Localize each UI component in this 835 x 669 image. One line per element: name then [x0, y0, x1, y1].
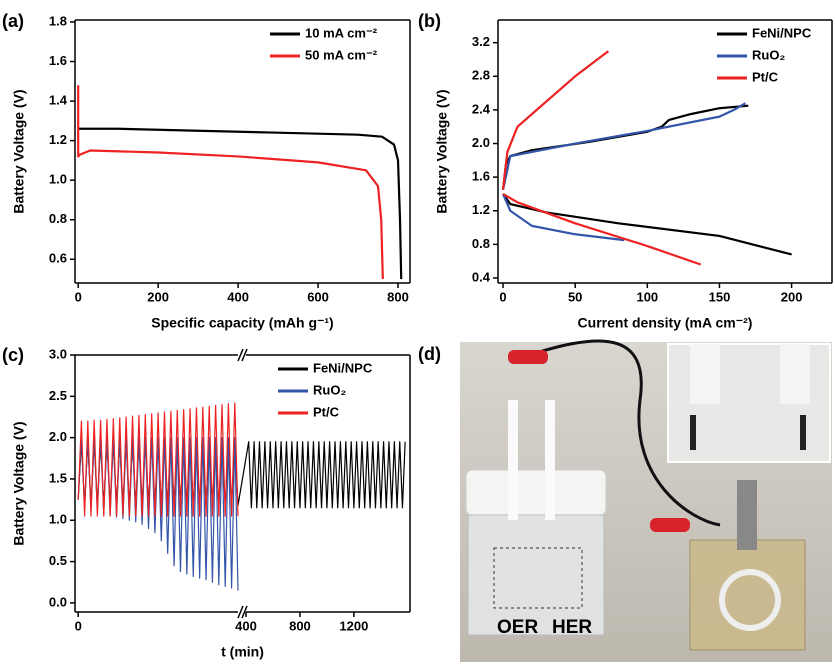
x-tick-label: 200: [147, 289, 169, 304]
data-line: [501, 104, 792, 256]
y-tick-label: 1.6: [472, 169, 490, 184]
y-axis-title: Battery Voltage (V): [434, 89, 450, 213]
y-tick-label: 0.5: [49, 553, 67, 568]
jar-lid: [465, 469, 607, 516]
data-line: [78, 127, 403, 280]
x-tick-label: 0: [75, 289, 82, 304]
x-tick-label: 200: [781, 289, 803, 304]
clip: [650, 518, 690, 532]
legend-label: 10 mA cm⁻²: [305, 25, 378, 40]
wire: [514, 339, 721, 527]
panel-label: (a): [2, 11, 24, 31]
inset-foil: [800, 415, 806, 450]
y-tick-label: 1.0: [49, 172, 67, 187]
axis-break: [237, 348, 248, 362]
legend-label: Pt/C: [752, 69, 779, 84]
y-tick-label: 1.0: [49, 512, 67, 527]
battery-case: [689, 539, 806, 651]
x-axis-title: t (min): [221, 644, 264, 660]
x-tick-label: 400: [227, 289, 249, 304]
x-tick-label: 100: [636, 289, 658, 304]
x-tick-label: 800: [289, 618, 311, 633]
photo-label: OER: [497, 617, 538, 638]
data-line: [77, 85, 384, 280]
panel-label: (d): [418, 344, 441, 364]
y-tick-label: 3.0: [49, 346, 67, 361]
legend-label: 50 mA cm⁻²: [305, 47, 378, 62]
legend-label: RuO₂: [752, 47, 785, 62]
legend-label: RuO₂: [313, 382, 346, 397]
inset-foil: [690, 415, 696, 450]
legend-label: FeNi/NPC: [752, 25, 812, 40]
panel-label: (b): [418, 11, 441, 31]
y-tick-label: 1.6: [49, 53, 67, 68]
electrode: [508, 400, 518, 520]
inset-electrode: [780, 344, 810, 404]
y-tick-label: 3.2: [472, 34, 490, 49]
y-tick-label: 0.0: [49, 594, 67, 609]
x-tick-label: 50: [568, 289, 582, 304]
y-tick-label: 2.0: [49, 429, 67, 444]
y-axis-title: Battery Voltage (V): [11, 421, 27, 545]
photo-panel: OER HER: [460, 339, 832, 662]
x-tick-label: 1200: [339, 618, 368, 633]
data-line: [77, 402, 239, 517]
x-axis-title: Specific capacity (mAh g⁻¹): [151, 315, 333, 331]
x-tick-label: 0: [75, 618, 82, 633]
y-tick-label: 1.8: [49, 13, 67, 28]
y-tick-label: 2.0: [472, 135, 490, 150]
electrode: [545, 400, 555, 520]
legend-label: Pt/C: [313, 404, 340, 419]
inset-electrode: [690, 344, 720, 404]
y-tick-label: 2.8: [472, 68, 490, 83]
legend-label: FeNi/NPC: [313, 360, 373, 375]
photo-label: HER: [552, 617, 592, 638]
y-tick-label: 1.2: [472, 202, 490, 217]
y-tick-label: 1.4: [49, 93, 68, 108]
y-tick-label: 2.5: [49, 388, 67, 403]
panel-label: (c): [2, 345, 24, 365]
y-tick-label: 1.5: [49, 470, 67, 485]
axis-break: [237, 605, 248, 619]
y-tick-label: 0.8: [472, 236, 490, 251]
y-tick-label: 1.2: [49, 132, 67, 147]
x-tick-label: 800: [387, 289, 409, 304]
x-axis-title: Current density (mA cm⁻²): [578, 315, 753, 331]
y-axis-title: Battery Voltage (V): [11, 89, 27, 213]
data-line: [501, 50, 702, 266]
x-tick-label: 400: [235, 618, 257, 633]
y-tick-label: 0.8: [49, 211, 67, 226]
highlight-box: [493, 547, 583, 609]
x-tick-label: 600: [307, 289, 329, 304]
y-tick-label: 0.4: [472, 269, 491, 284]
data-line: [501, 102, 746, 242]
y-tick-label: 2.4: [472, 101, 491, 116]
x-tick-label: 0: [499, 289, 506, 304]
x-tick-label: 150: [709, 289, 731, 304]
y-tick-label: 0.6: [49, 251, 67, 266]
jar-body: [467, 514, 605, 636]
clip: [508, 350, 548, 364]
battery-window: [719, 569, 781, 631]
battery-tab: [737, 480, 757, 550]
